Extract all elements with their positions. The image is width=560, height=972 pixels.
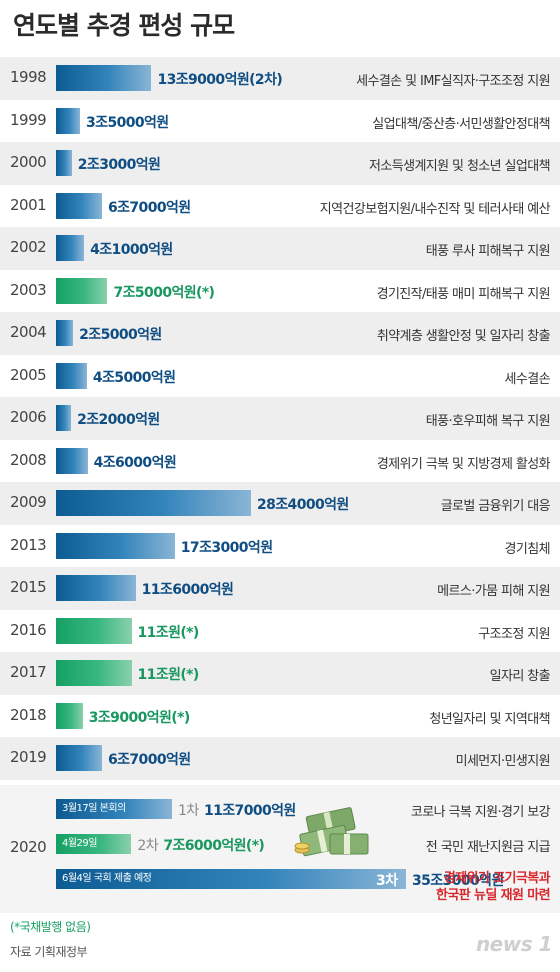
- row-description: 세수결손 및 IMF실직자·구조조정 지원: [356, 74, 551, 89]
- row-description: 취약계층 생활안정 및 일자리 창출: [376, 329, 551, 344]
- year-label: 2017: [10, 663, 47, 681]
- bar-value-label-2020: 35조3000억원: [412, 873, 504, 889]
- row-stripe: [0, 227, 560, 270]
- row-description-2020: 전 국민 재난지원금 지급: [425, 840, 551, 855]
- bar: [56, 447, 88, 474]
- bar-value-label: 2조5000억원: [79, 327, 162, 343]
- row-description: 경제위기 극복 및 지방경제 활성화: [376, 456, 551, 472]
- year-label: 2002: [10, 238, 47, 256]
- year-label: 2009: [10, 493, 47, 511]
- bar-value-label: 4조5000억원: [92, 369, 176, 386]
- bar: [56, 277, 108, 304]
- row-description: 메르스·가뭄 피해 지원: [437, 584, 550, 599]
- bar-value-label: 11조6000억원: [141, 582, 234, 598]
- bar-value-label: 2조3000억원: [77, 157, 161, 173]
- bar-value-label: 3조5000억원: [86, 114, 169, 131]
- year-label: 2001: [10, 195, 47, 214]
- bar-value-label: 2조2000억원: [77, 412, 160, 428]
- bar-2020-2차: 4월29일: [56, 834, 132, 854]
- bar-value-label: 6조7000억원: [108, 752, 191, 768]
- bar: [56, 532, 175, 559]
- row-description: 경기침체: [504, 541, 551, 557]
- row-description: 지역건강보험지원/내수진작 및 테러사태 예산: [319, 201, 551, 217]
- bar-value-label: 3조9000억원(*): [88, 709, 190, 726]
- row-description: 미세먼지·민생지원: [455, 754, 551, 769]
- bar: [56, 65, 152, 91]
- row-stripe: [0, 312, 560, 355]
- bar-value-label-2020: 11조7000억원: [204, 803, 296, 819]
- year-label: 2019: [10, 748, 47, 766]
- bar: [56, 745, 102, 771]
- order-label: 1차: [178, 803, 199, 819]
- row-description: 일자리 창출: [489, 669, 551, 684]
- bar: [56, 660, 132, 686]
- bar-2020-3차: 6월4일 국회 제출 예정: [56, 869, 406, 889]
- row-description: 실업대책/중산층·서민생활안정대책: [372, 116, 550, 132]
- bar-value-label: 28조4000억원: [257, 497, 349, 513]
- row-description: 태풍·호우피해 복구 지원: [425, 414, 551, 429]
- row-description: 태풍 루사 피해복구 지원: [425, 244, 551, 259]
- bar-value-label: 7조5000억원(*): [113, 284, 215, 301]
- row-description: 저소득생계지원 및 청소년 실업대책: [369, 159, 551, 174]
- order-label: 2차: [137, 838, 159, 854]
- bar: [56, 150, 72, 176]
- bar: [56, 235, 85, 261]
- order-label: 3차: [376, 873, 398, 889]
- bar-value-label: 11조원(*): [137, 667, 200, 683]
- footnote: (*국채발행 없음): [10, 920, 91, 934]
- year-label: 2008: [10, 450, 47, 469]
- year-label: 2005: [10, 365, 47, 384]
- row-description: 글로벌 금융위기 대응: [440, 499, 551, 514]
- year-label: 2003: [10, 280, 47, 299]
- bar-value-label-2020: 7조6000억원(*): [163, 838, 265, 854]
- bar: [56, 107, 81, 134]
- money-bundles-icon: [294, 807, 369, 857]
- bar: [56, 320, 74, 346]
- row-description: 구조조정 지원: [478, 626, 550, 642]
- row-stripe: [0, 142, 560, 185]
- bar: [56, 490, 251, 516]
- news1-logo: news 1: [475, 932, 553, 956]
- year-label: 2006: [10, 408, 47, 426]
- year-label: 2013: [10, 535, 47, 554]
- year-label: 1998: [10, 68, 47, 86]
- bar-value-label: 13조9000억원(2차): [157, 72, 283, 88]
- bar: [56, 362, 87, 389]
- bar-value-label: 4조1000억원: [90, 242, 173, 258]
- bar-value-label: 17조3000억원: [180, 539, 273, 556]
- row-description-2020: 한국판 뉴딜 재원 마련: [435, 888, 551, 903]
- bar-value-label: 4조6000억원: [93, 454, 177, 471]
- year-label: 1999: [10, 110, 47, 129]
- row-description: 청년일자리 및 지역대책: [429, 711, 550, 727]
- source-text: 자료 기획재정부: [10, 945, 88, 959]
- row-description: 경기진작/태풍 매미 피해복구 지원: [376, 286, 551, 302]
- bar: [56, 702, 83, 729]
- row-description-2020: 경제위기 조기극복과: [443, 871, 551, 886]
- bar-value-label: 11조원(*): [137, 624, 200, 641]
- bar-value-label: 6조7000억원: [108, 199, 191, 216]
- bar: [56, 575, 136, 601]
- bar: [56, 192, 102, 219]
- page-title: 연도별 추경 편성 규모: [13, 11, 235, 40]
- year-label-2020: 2020: [10, 838, 47, 856]
- row-stripe: [0, 397, 560, 440]
- year-label: 2000: [10, 153, 47, 171]
- bar: [56, 405, 72, 431]
- year-label: 2018: [10, 705, 47, 724]
- year-label: 2004: [10, 323, 47, 341]
- bar: [56, 617, 132, 644]
- row-description: 세수결손: [504, 371, 551, 387]
- year-label: 2015: [10, 578, 47, 596]
- bar-2020-1차: 3월17일 본회의: [56, 799, 172, 819]
- row-description-2020: 코로나 극복 지원·경기 보강: [410, 805, 551, 820]
- year-label: 2016: [10, 620, 47, 639]
